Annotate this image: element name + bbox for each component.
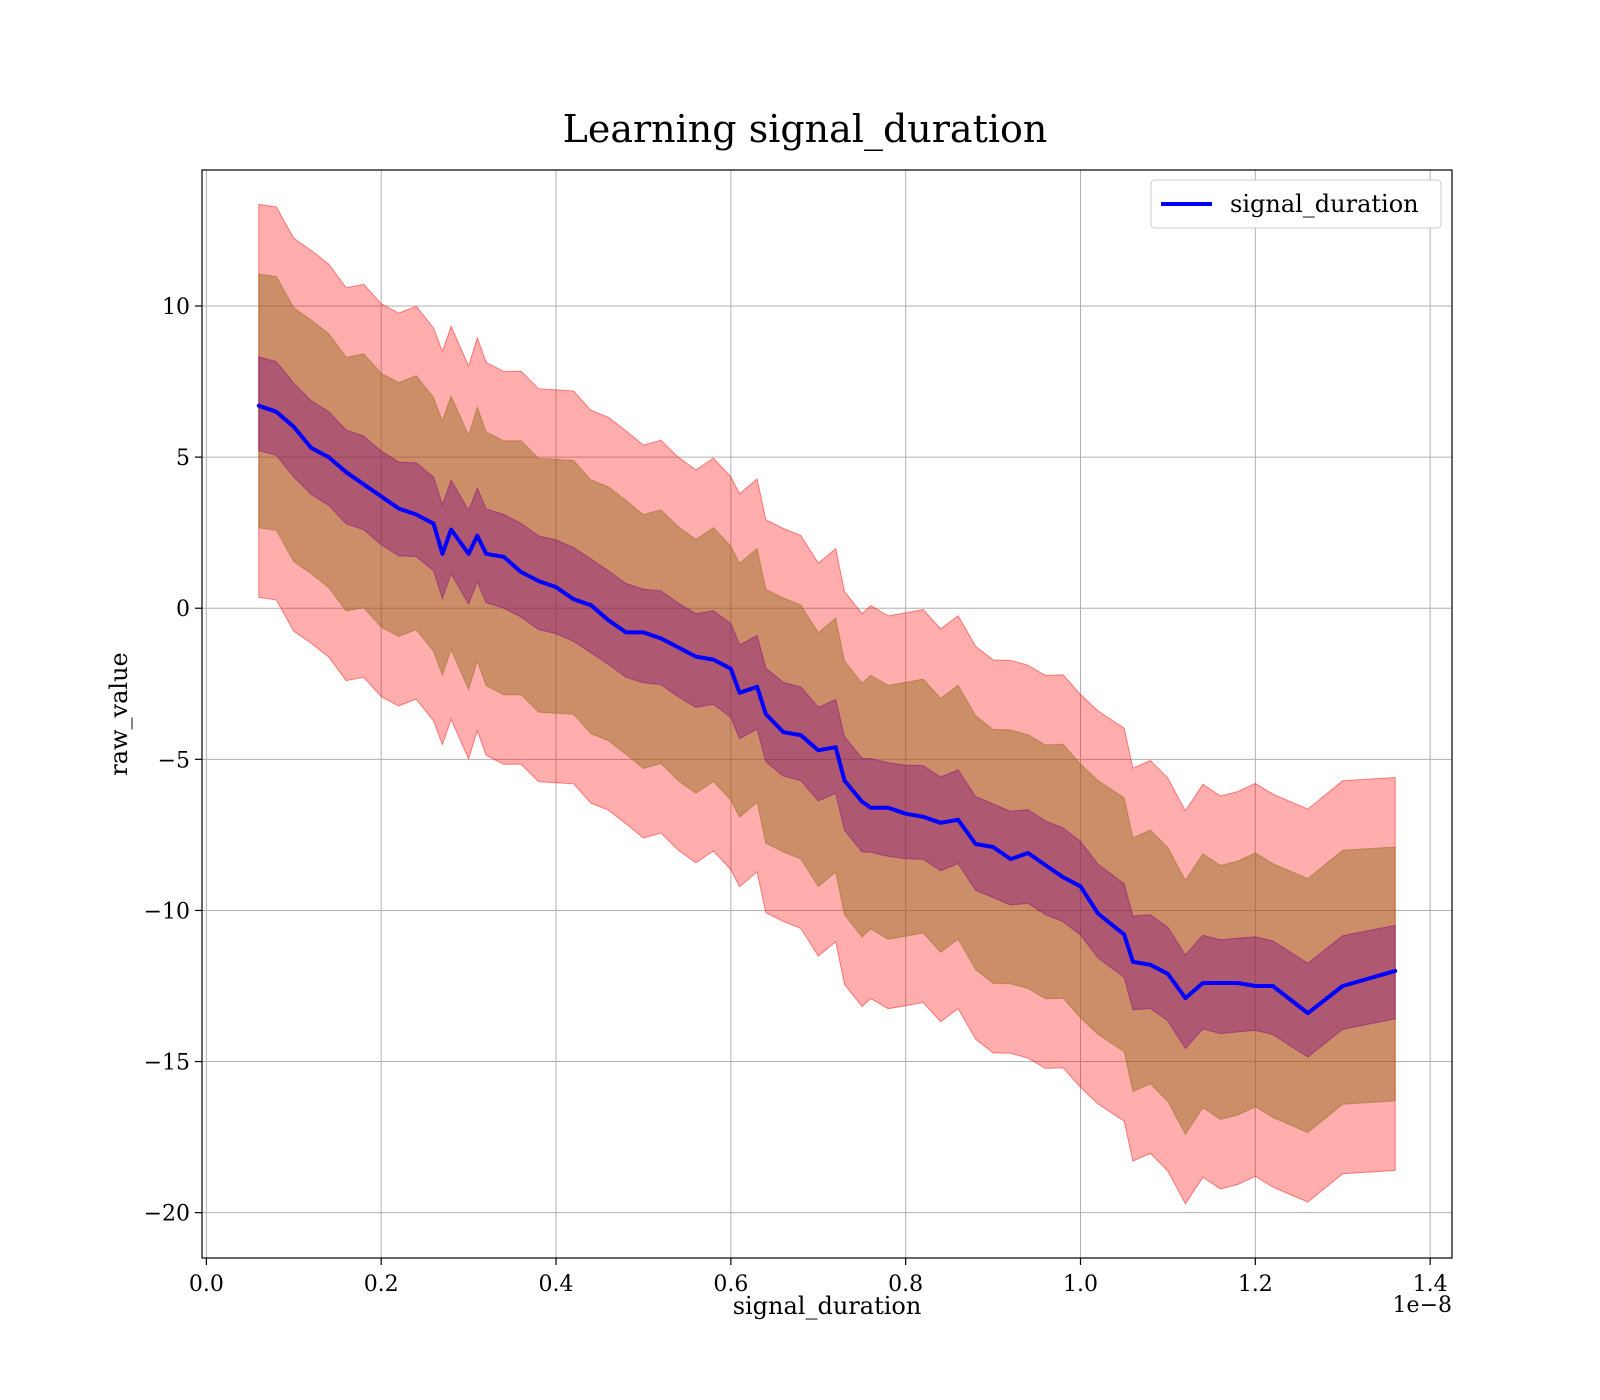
band-inner bbox=[258, 356, 1396, 1058]
y-axis-ticks: 10 5 0 −5 −10 −15 −20 bbox=[144, 295, 202, 1227]
y-axis-label: raw_value bbox=[105, 652, 133, 776]
x-offset-text: 1e−8 bbox=[1393, 1293, 1452, 1318]
x-tick-label: 0.8 bbox=[888, 1272, 923, 1297]
y-tick-label: 0 bbox=[176, 597, 190, 622]
x-tick-label: 0.0 bbox=[189, 1272, 224, 1297]
legend-box bbox=[1150, 179, 1442, 229]
series-line-signal-duration bbox=[256, 403, 1398, 1016]
legend: signal_duration bbox=[1150, 179, 1442, 229]
chart-title: Learning signal_duration bbox=[563, 107, 1048, 152]
y-tick-label: −10 bbox=[144, 899, 190, 924]
band-middle bbox=[258, 273, 1396, 1136]
plot-frame bbox=[201, 169, 1453, 1259]
x-tick-label: 0.4 bbox=[539, 1272, 574, 1297]
x-tick-label: 0.2 bbox=[364, 1272, 399, 1297]
x-axis-label: signal_duration bbox=[733, 1292, 922, 1320]
confidence-bands bbox=[258, 203, 1396, 1205]
x-tick-label: 0.6 bbox=[713, 1272, 748, 1297]
band-outer bbox=[258, 203, 1396, 1205]
x-tick-label: 1.2 bbox=[1238, 1272, 1273, 1297]
grid bbox=[202, 170, 1452, 1258]
x-tick-label: 1.4 bbox=[1413, 1272, 1448, 1297]
y-tick-label: 10 bbox=[162, 295, 190, 320]
legend-entry: signal_duration bbox=[1230, 190, 1419, 218]
y-tick-label: −5 bbox=[158, 748, 190, 773]
y-tick-label: −20 bbox=[144, 1202, 190, 1227]
y-tick-label: −15 bbox=[144, 1051, 190, 1076]
x-tick-label: 1.0 bbox=[1063, 1272, 1098, 1297]
x-axis-ticks: 0.0 0.2 0.4 0.6 0.8 1.0 1.2 1.4 bbox=[189, 1258, 1448, 1297]
y-tick-label: 5 bbox=[176, 446, 190, 471]
series-lines bbox=[256, 403, 1398, 1016]
